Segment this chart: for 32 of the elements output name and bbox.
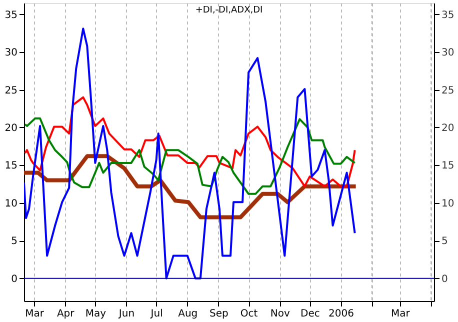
x-tick-label: Oct xyxy=(240,308,258,320)
x-tick-label: May xyxy=(85,308,106,320)
y2-tick-label: 0 xyxy=(442,274,448,285)
y2-tick-label: 10 xyxy=(442,198,454,210)
x-tick-label: Jul xyxy=(150,308,163,320)
x-tick-label: 2006 xyxy=(328,308,354,320)
y2-tick-label: 5 xyxy=(442,236,448,248)
y-tick-label: 25 xyxy=(4,85,18,96)
y2-tick-label: 15 xyxy=(442,160,454,172)
line-series xyxy=(24,28,356,280)
y-tick-label: 5 xyxy=(11,236,18,248)
chart-title: +DI,-DI,ADX,DI xyxy=(195,6,263,16)
y2-tick-label: 30 xyxy=(442,48,454,59)
x-tick-label: Aug xyxy=(178,308,198,320)
x-tick-label: Sep xyxy=(210,308,228,320)
y2-tick-label: 35 xyxy=(442,10,454,21)
y2-tick-label: 25 xyxy=(442,85,454,96)
x-tick-label: Nov xyxy=(270,308,290,320)
y2-tick-label: 20 xyxy=(442,122,454,134)
x-tick-label: Apr xyxy=(56,308,76,320)
y-tick-label: 30 xyxy=(4,48,18,59)
y-tick-label: 15 xyxy=(4,160,18,172)
y-tick-label: 0 xyxy=(11,274,18,285)
y-tick-label: 35 xyxy=(4,10,18,21)
x-tick-label: Jun xyxy=(118,308,135,320)
line-series xyxy=(24,96,356,188)
x-tick-label: Dec xyxy=(300,308,320,320)
x-tick-label: Mar xyxy=(390,308,411,320)
x-tick-label: Mar xyxy=(25,308,45,320)
y-tick-label: 10 xyxy=(4,198,18,210)
y-tick-label: 20 xyxy=(4,122,18,134)
line-series xyxy=(24,117,356,195)
